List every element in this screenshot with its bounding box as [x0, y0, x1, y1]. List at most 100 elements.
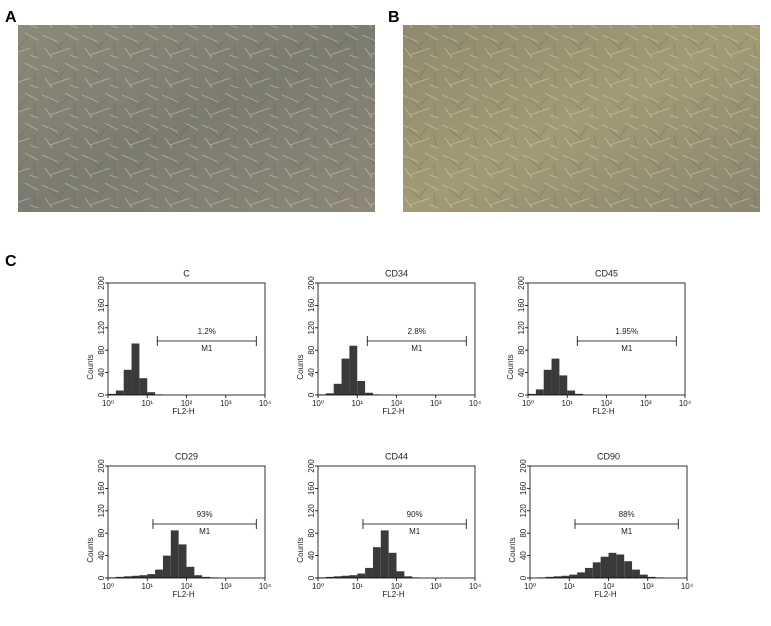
histogram-bar: [567, 390, 576, 395]
y-axis-label: Counts: [296, 354, 305, 379]
histogram-bar: [349, 575, 358, 578]
y-tick-label: 0: [519, 575, 528, 580]
x-axis-label: FL2-H: [382, 590, 404, 599]
histogram-bar: [365, 567, 373, 578]
x-tick-label: 10⁴: [469, 582, 482, 591]
y-tick-label: 0: [517, 392, 526, 397]
y-tick-label: 200: [517, 276, 526, 290]
marker-percent: 1.2%: [198, 327, 216, 336]
histogram-bar: [561, 575, 570, 578]
panel-label: C: [5, 253, 17, 270]
histogram-bar: [551, 358, 560, 395]
histograms: C 0 40 80 120 160 200 10⁰ 10¹ 10² 10³ 10⁴ Counts FL2-…: [86, 268, 694, 599]
x-tick-label: 10⁴: [679, 399, 692, 408]
histogram-bar: [147, 392, 156, 395]
y-tick-label: 120: [97, 321, 106, 335]
histogram-bar: [162, 555, 171, 578]
y-tick-label: 120: [519, 504, 528, 518]
x-axis-label: FL2-H: [382, 407, 404, 416]
histogram-bar: [528, 393, 536, 395]
y-tick-label: 40: [307, 551, 316, 560]
y-tick-label: 200: [97, 276, 106, 290]
histogram-bar: [202, 576, 211, 578]
x-tick-label: 10²: [603, 582, 615, 591]
histogram-bar: [131, 343, 140, 395]
x-tick-label: 10⁰: [312, 399, 324, 408]
x-tick-label: 10⁴: [681, 582, 694, 591]
x-axis-label: FL2-H: [172, 407, 194, 416]
y-axis-label: Counts: [86, 354, 95, 379]
histogram-bar: [647, 576, 656, 578]
x-tick-label: 10¹: [351, 399, 363, 408]
histogram-bar: [325, 576, 334, 578]
histogram-bar: [543, 369, 552, 395]
x-tick-label: 10⁰: [312, 582, 324, 591]
y-tick-label: 80: [517, 345, 526, 354]
marker-name: M1: [199, 527, 211, 536]
chart-title: CD34: [385, 268, 408, 278]
x-tick-label: 10¹: [141, 399, 153, 408]
x-tick-label: 10³: [430, 399, 442, 408]
histogram-bar: [155, 569, 163, 578]
histogram-bar: [584, 567, 593, 578]
marker-percent: 2.8%: [408, 327, 426, 336]
x-tick-label: 10⁴: [469, 399, 482, 408]
histogram-bar: [600, 556, 609, 578]
x-tick-label: 10²: [391, 582, 403, 591]
x-tick-label: 10⁰: [102, 582, 114, 591]
x-tick-label: 10²: [181, 582, 193, 591]
histogram-bar: [333, 383, 342, 395]
histogram-bar: [139, 378, 148, 395]
x-tick-label: 10³: [640, 399, 652, 408]
y-tick-label: 40: [517, 368, 526, 377]
histogram-bar: [341, 358, 350, 395]
chart-title: CD29: [175, 451, 198, 461]
x-tick-label: 10³: [220, 399, 232, 408]
histogram-bar: [616, 554, 625, 578]
histogram-bar: [123, 369, 132, 395]
marker-percent: 88%: [619, 510, 635, 519]
y-tick-label: 200: [519, 459, 528, 473]
histogram-bar: [123, 576, 132, 578]
histogram-bar: [632, 569, 640, 578]
y-tick-label: 120: [517, 321, 526, 335]
x-axis-label: FL2-H: [172, 590, 194, 599]
x-tick-label: 10⁴: [259, 582, 272, 591]
y-tick-label: 40: [307, 368, 316, 377]
histogram-bar: [186, 566, 195, 578]
panel-label: B: [388, 9, 400, 26]
x-tick-label: 10¹: [561, 399, 573, 408]
y-tick-label: 160: [97, 298, 106, 312]
y-tick-label: 120: [307, 504, 316, 518]
histogram-bar: [108, 393, 116, 395]
y-tick-label: 160: [97, 481, 106, 495]
x-tick-label: 10¹: [351, 582, 363, 591]
histogram-bar: [357, 573, 366, 578]
histogram-bar: [569, 574, 578, 578]
histogram-bar: [396, 571, 405, 578]
x-tick-label: 10¹: [563, 582, 575, 591]
histogram-bar: [147, 574, 156, 578]
x-axis-label: FL2-H: [592, 407, 614, 416]
chart-title: CD45: [595, 268, 618, 278]
histogram-bar: [404, 576, 413, 578]
y-tick-label: 0: [97, 575, 106, 580]
x-tick-label: 10²: [601, 399, 613, 408]
x-tick-label: 10¹: [141, 582, 153, 591]
histogram-bar: [131, 575, 140, 578]
y-tick-label: 160: [519, 481, 528, 495]
y-axis-label: Counts: [508, 537, 517, 562]
x-tick-label: 10²: [181, 399, 193, 408]
x-tick-label: 10⁴: [259, 399, 272, 408]
y-tick-label: 200: [97, 459, 106, 473]
micrograph-texture: [18, 25, 375, 212]
histogram-bar: [639, 574, 648, 578]
micrograph-texture: [403, 25, 760, 212]
histogram-bar: [194, 575, 203, 578]
histogram-bar: [545, 576, 554, 578]
y-tick-label: 160: [307, 298, 316, 312]
histogram-bar: [139, 575, 148, 578]
y-tick-label: 120: [307, 321, 316, 335]
histogram-bar: [115, 576, 124, 578]
x-tick-label: 10³: [642, 582, 654, 591]
